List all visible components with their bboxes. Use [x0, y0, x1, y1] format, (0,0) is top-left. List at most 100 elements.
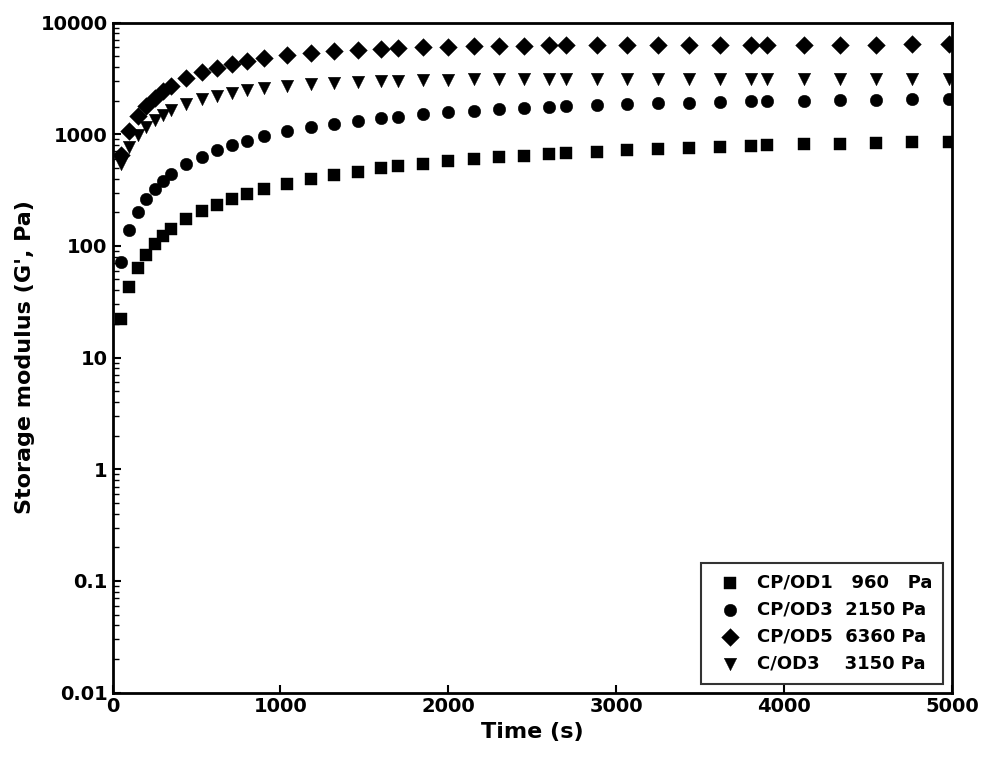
CP/OD5  6360 Pa [303, 47, 319, 59]
C/OD3    3150 Pa [326, 76, 342, 89]
CP/OD3  2150 Pa [326, 117, 342, 129]
CP/OD5  6360 Pa [121, 126, 137, 138]
CP/OD3  2150 Pa [255, 130, 271, 142]
CP/OD1   960   Pa [712, 141, 728, 153]
C/OD3    3150 Pa [516, 73, 532, 85]
CP/OD5  6360 Pa [179, 72, 195, 84]
CP/OD1   960   Pa [350, 166, 366, 178]
X-axis label: Time (s): Time (s) [481, 722, 583, 742]
CP/OD1   960   Pa [558, 147, 574, 159]
CP/OD5  6360 Pa [491, 40, 507, 52]
CP/OD1   960   Pa [390, 160, 406, 173]
CP/OD5  6360 Pa [374, 43, 390, 55]
CP/OD1   960   Pa [650, 143, 666, 155]
C/OD3    3150 Pa [390, 75, 406, 87]
C/OD3    3150 Pa [759, 73, 775, 85]
CP/OD3  2150 Pa [558, 100, 574, 112]
CP/OD3  2150 Pa [279, 126, 295, 138]
CP/OD1   960   Pa [163, 223, 179, 235]
C/OD3    3150 Pa [279, 79, 295, 92]
CP/OD5  6360 Pa [390, 42, 406, 55]
CP/OD1   960   Pa [179, 213, 195, 226]
CP/OD1   960   Pa [155, 230, 171, 242]
C/OD3    3150 Pa [440, 73, 456, 86]
C/OD3    3150 Pa [121, 141, 137, 153]
CP/OD5  6360 Pa [224, 58, 240, 70]
CP/OD1   960   Pa [619, 144, 635, 156]
C/OD3    3150 Pa [303, 78, 319, 90]
C/OD3    3150 Pa [350, 76, 366, 88]
CP/OD5  6360 Pa [440, 41, 456, 53]
C/OD3    3150 Pa [130, 129, 146, 142]
C/OD3    3150 Pa [619, 73, 635, 85]
CP/OD3  2150 Pa [121, 224, 137, 236]
CP/OD3  2150 Pa [491, 103, 507, 115]
CP/OD5  6360 Pa [113, 149, 129, 161]
CP/OD5  6360 Pa [279, 49, 295, 61]
CP/OD3  2150 Pa [138, 192, 154, 204]
CP/OD3  2150 Pa [209, 145, 225, 157]
C/OD3    3150 Pa [155, 109, 171, 121]
CP/OD1   960   Pa [940, 136, 956, 148]
CP/OD3  2150 Pa [130, 206, 146, 218]
CP/OD5  6360 Pa [326, 45, 342, 58]
CP/OD5  6360 Pa [869, 39, 885, 51]
CP/OD3  2150 Pa [759, 95, 775, 107]
C/OD3    3150 Pa [374, 75, 390, 87]
C/OD3    3150 Pa [796, 73, 812, 85]
CP/OD5  6360 Pa [138, 100, 154, 112]
CP/OD5  6360 Pa [350, 44, 366, 56]
CP/OD1   960   Pa [279, 178, 295, 190]
CP/OD5  6360 Pa [796, 39, 812, 51]
CP/OD5  6360 Pa [255, 52, 271, 64]
CP/OD1   960   Pa [113, 313, 129, 325]
CP/OD3  2150 Pa [650, 97, 666, 109]
C/OD3    3150 Pa [146, 114, 162, 126]
CP/OD1   960   Pa [869, 137, 885, 149]
CP/OD3  2150 Pa [390, 111, 406, 123]
CP/OD1   960   Pa [796, 139, 812, 151]
CP/OD3  2150 Pa [681, 96, 697, 108]
CP/OD1   960   Pa [759, 139, 775, 151]
CP/OD3  2150 Pa [374, 112, 390, 124]
CP/OD1   960   Pa [905, 136, 920, 148]
C/OD3    3150 Pa [588, 73, 604, 85]
CP/OD1   960   Pa [121, 281, 137, 293]
CP/OD3  2150 Pa [113, 256, 129, 268]
CP/OD1   960   Pa [194, 205, 210, 217]
CP/OD5  6360 Pa [541, 39, 557, 51]
CP/OD1   960   Pa [516, 150, 532, 162]
C/OD3    3150 Pa [255, 82, 271, 94]
C/OD3    3150 Pa [224, 86, 240, 98]
CP/OD5  6360 Pa [940, 39, 956, 51]
C/OD3    3150 Pa [179, 98, 195, 111]
CP/OD1   960   Pa [374, 163, 390, 175]
CP/OD1   960   Pa [681, 142, 697, 154]
CP/OD1   960   Pa [130, 262, 146, 274]
CP/OD5  6360 Pa [239, 55, 254, 67]
CP/OD5  6360 Pa [558, 39, 574, 51]
CP/OD3  2150 Pa [415, 108, 431, 120]
C/OD3    3150 Pa [113, 157, 129, 170]
CP/OD5  6360 Pa [415, 42, 431, 54]
C/OD3    3150 Pa [465, 73, 481, 86]
C/OD3    3150 Pa [194, 93, 210, 105]
CP/OD1   960   Pa [209, 198, 225, 210]
CP/OD1   960   Pa [255, 183, 271, 195]
CP/OD5  6360 Pa [146, 92, 162, 104]
CP/OD3  2150 Pa [194, 151, 210, 163]
CP/OD5  6360 Pa [619, 39, 635, 51]
CP/OD5  6360 Pa [516, 39, 532, 51]
C/OD3    3150 Pa [743, 73, 758, 85]
CP/OD5  6360 Pa [681, 39, 697, 51]
C/OD3    3150 Pa [832, 73, 848, 85]
CP/OD5  6360 Pa [130, 111, 146, 123]
CP/OD1   960   Pa [491, 151, 507, 164]
CP/OD3  2150 Pa [832, 94, 848, 106]
C/OD3    3150 Pa [712, 73, 728, 85]
CP/OD3  2150 Pa [712, 96, 728, 108]
C/OD3    3150 Pa [905, 73, 920, 85]
CP/OD3  2150 Pa [224, 139, 240, 151]
CP/OD5  6360 Pa [155, 85, 171, 97]
CP/OD5  6360 Pa [743, 39, 758, 51]
